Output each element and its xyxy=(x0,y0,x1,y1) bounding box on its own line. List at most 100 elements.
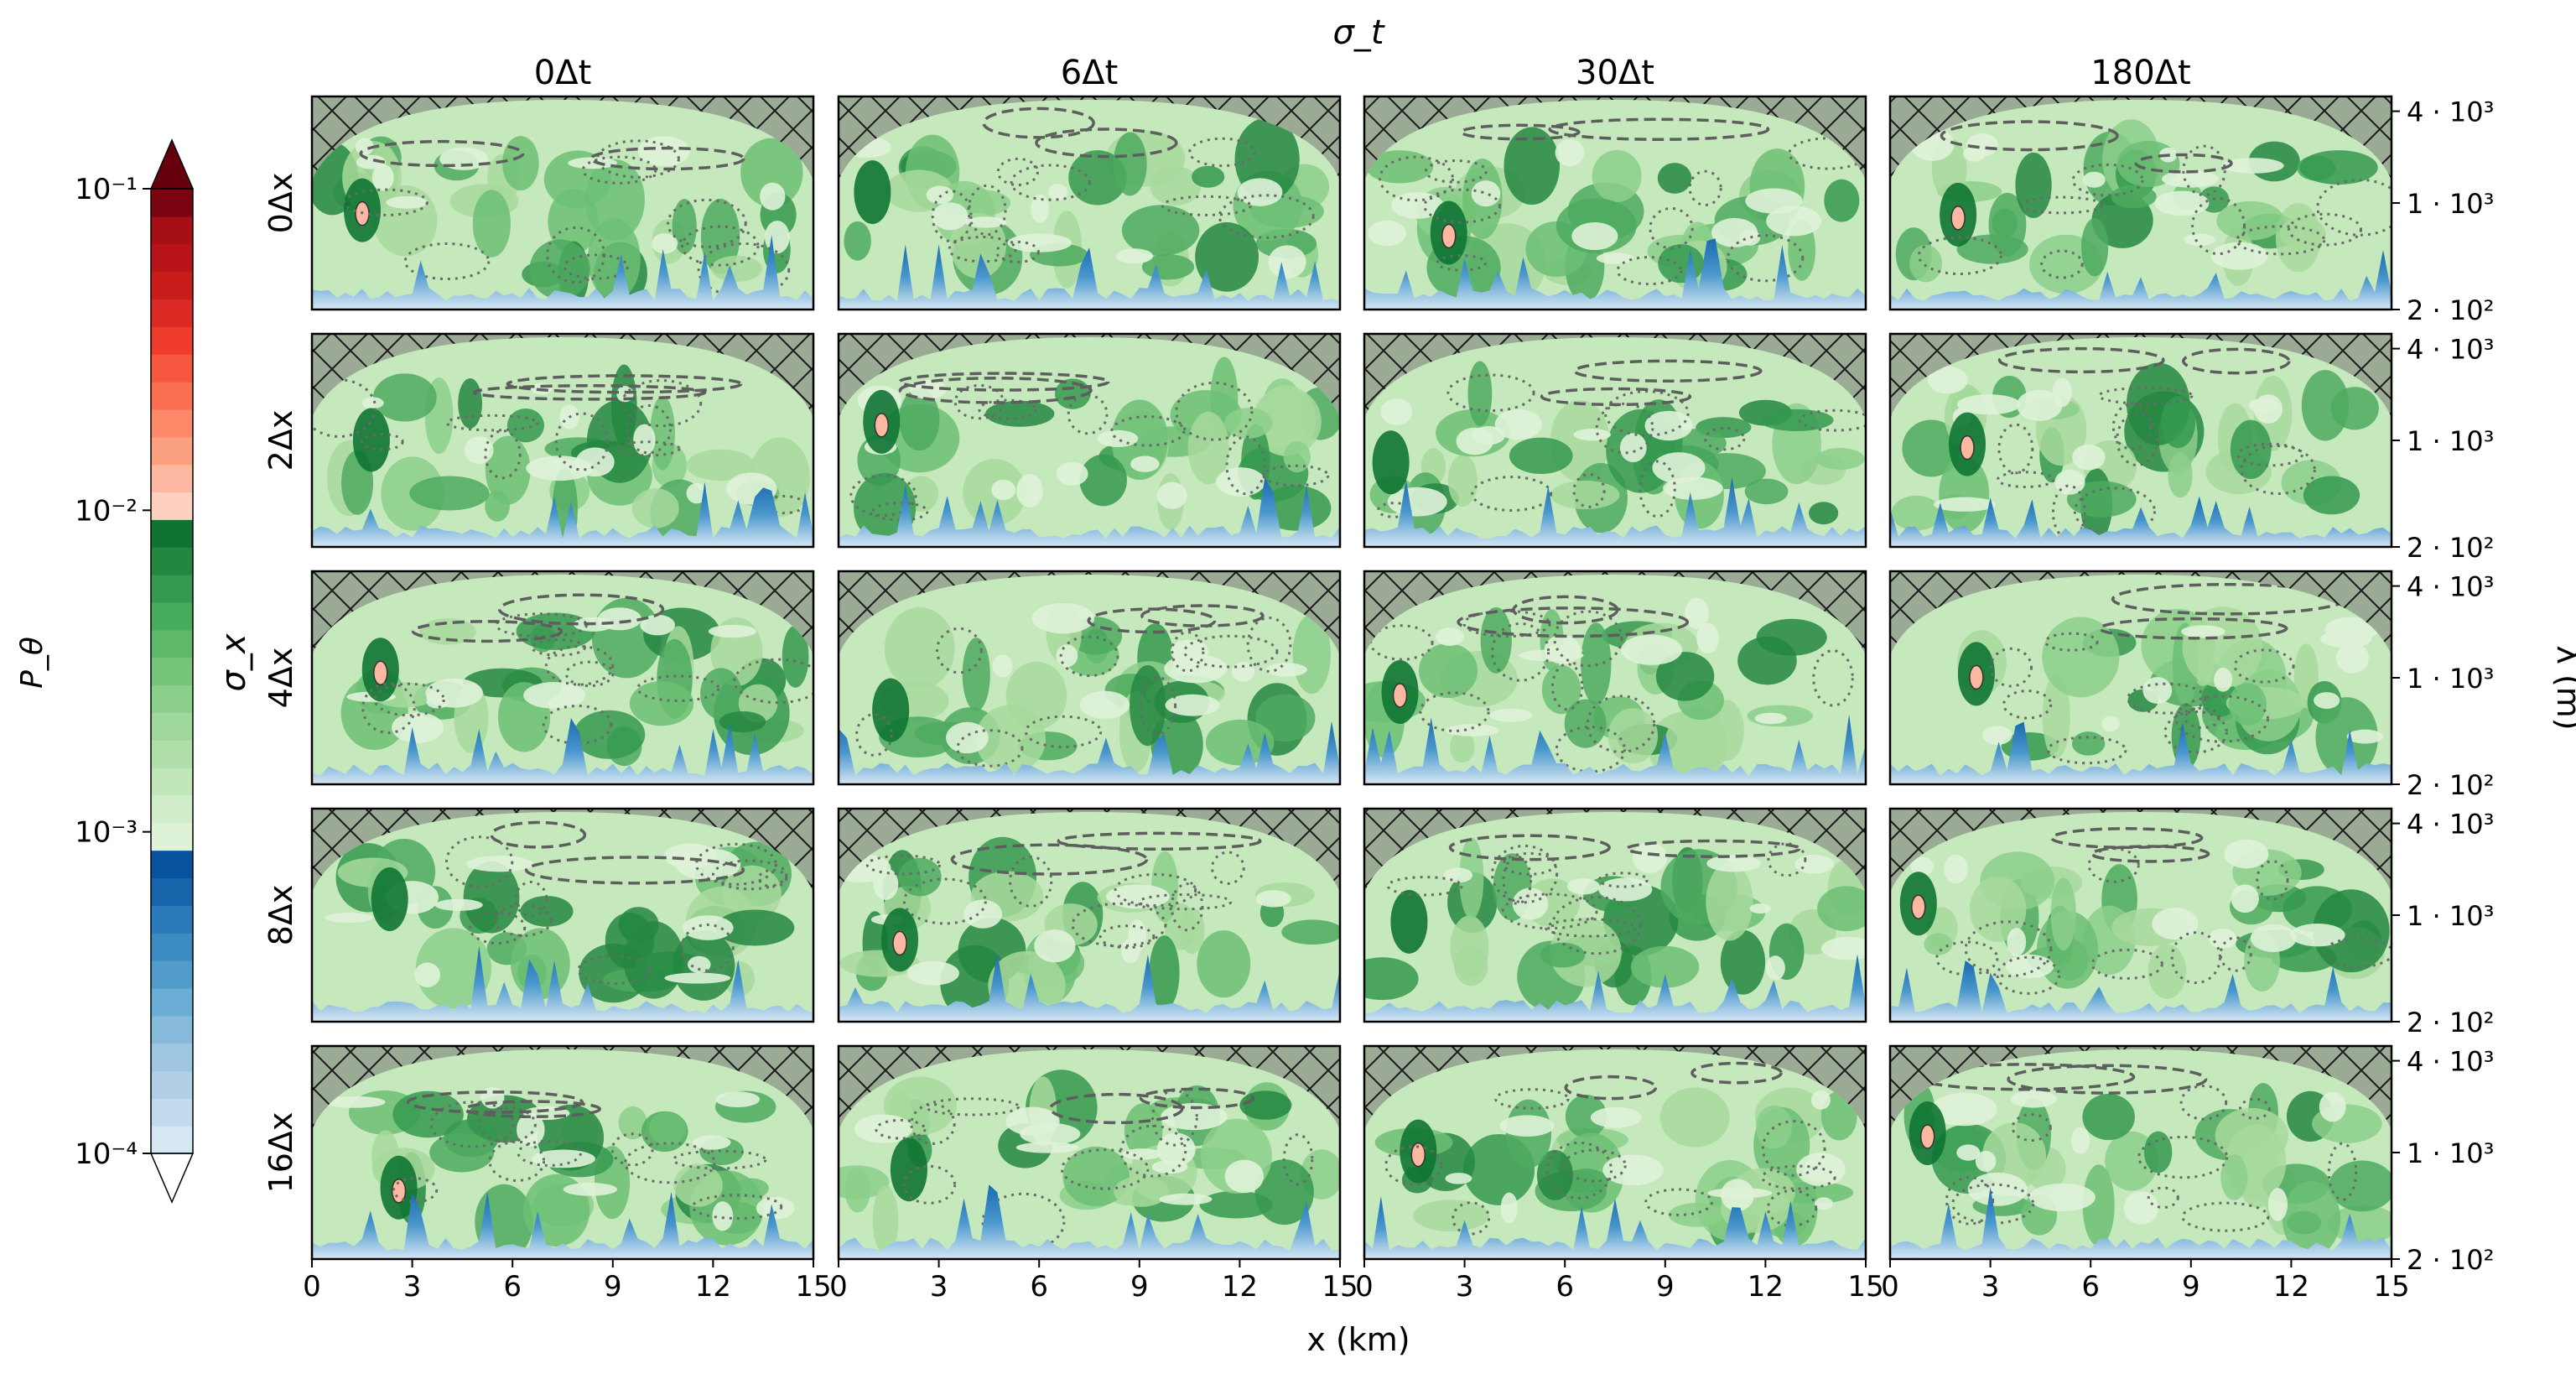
x-tick-label: 6 xyxy=(2081,1270,2100,1304)
low-power-band xyxy=(1364,476,1866,547)
y-tick-label: 4 · 10³ xyxy=(2407,96,2494,128)
colorbar-tick-label: 10⁻³ xyxy=(75,816,138,850)
panel-frame xyxy=(1363,1044,1867,1261)
dotted-contour xyxy=(956,729,1024,768)
dashed-contour xyxy=(359,139,525,168)
low-power-band xyxy=(839,721,1340,784)
colorbar-tick-label: 10⁻⁴ xyxy=(75,1137,138,1171)
panel-frame xyxy=(310,570,815,786)
dotted-contour xyxy=(1553,610,1623,668)
dotted-contour xyxy=(1161,195,1252,216)
dashed-contour xyxy=(898,376,1093,404)
dotted-contour xyxy=(1989,647,2033,688)
dotted-contour xyxy=(1151,1089,1198,1147)
dashed-contour xyxy=(2090,845,2210,863)
dotted-contour xyxy=(967,184,1007,237)
colorbar-level xyxy=(151,657,193,686)
dashed-contour xyxy=(1690,1061,1783,1085)
dotted-contour xyxy=(392,1177,439,1204)
x-tick-label: 6 xyxy=(503,1270,522,1304)
low-power-band xyxy=(839,477,1340,547)
dotted-contour xyxy=(695,842,777,886)
dotted-contour xyxy=(1471,476,1553,513)
dotted-contour xyxy=(1945,1176,1995,1226)
dotted-contour xyxy=(1424,159,1488,184)
dotted-contour xyxy=(1798,409,1866,432)
dashed-contour xyxy=(950,843,1149,876)
row-label-3: 8Δx xyxy=(262,885,299,946)
dotted-contour xyxy=(1572,472,1606,508)
dashed-contour xyxy=(1459,123,1581,141)
panel-frame xyxy=(1363,570,1867,786)
dotted-contour xyxy=(2236,225,2326,256)
panel-r4-c1 xyxy=(837,1044,1342,1261)
colorbar-level xyxy=(151,271,193,300)
colorbar-level xyxy=(151,877,193,906)
panel-frame xyxy=(837,332,1342,549)
dotted-contour xyxy=(2236,442,2303,467)
panel-r3-c1 xyxy=(837,807,1342,1023)
panel-frame xyxy=(310,1044,815,1261)
dashed-contour xyxy=(1057,831,1262,851)
dotted-contour xyxy=(1727,234,1805,283)
colorbar-tick-label: 10⁻² xyxy=(75,494,138,528)
low-power-band xyxy=(839,953,1340,1022)
dotted-contour xyxy=(910,1103,956,1145)
dotted-contour xyxy=(2163,710,2228,754)
dotted-contour xyxy=(1544,918,1637,938)
dotted-contour xyxy=(1604,390,1690,437)
y-axis-label: λ (m) xyxy=(2550,645,2576,730)
dotted-contour xyxy=(1761,1164,1836,1190)
colorbar-level xyxy=(151,1070,193,1099)
colorbar-level xyxy=(151,243,193,273)
dotted-contour xyxy=(2127,682,2207,715)
dotted-contour xyxy=(2233,648,2295,684)
low-power-band xyxy=(312,481,813,547)
dotted-contour xyxy=(2239,1097,2271,1120)
dashed-contour xyxy=(497,593,665,626)
dashed-contour xyxy=(1573,359,1763,383)
dotted-contour xyxy=(1138,893,1233,911)
x-tick-label: 9 xyxy=(604,1270,622,1304)
dotted-contour xyxy=(1997,423,2034,475)
dotted-contour xyxy=(2111,403,2153,450)
colorbar-level xyxy=(151,436,193,466)
dashed-contour xyxy=(1048,1092,1184,1125)
dotted-contour xyxy=(577,955,652,985)
dashed-contour xyxy=(2134,153,2233,174)
panel-r3-c3 xyxy=(1888,807,2393,1023)
dashed-contour xyxy=(2050,827,2204,850)
panel-frame xyxy=(837,95,1342,311)
panel-r2-c2 xyxy=(1363,570,1867,786)
dotted-contour xyxy=(875,1118,927,1140)
colorbar-frame xyxy=(150,188,194,1154)
x-tick-label: 0 xyxy=(829,1270,848,1304)
dashed-contour xyxy=(2007,1064,2208,1095)
dotted-contour xyxy=(978,398,1037,420)
panel-r0-c2 xyxy=(1363,95,1867,311)
low-power-band xyxy=(1890,721,2392,784)
dotted-contour xyxy=(2174,695,2270,743)
x-axis-label: x (km) xyxy=(1306,1321,1410,1358)
x-tick-label: 9 xyxy=(1130,1270,1149,1304)
dotted-contour xyxy=(1211,851,1245,885)
dotted-contour xyxy=(902,1164,957,1205)
dashed-contour xyxy=(1625,839,1801,858)
dotted-contour xyxy=(697,242,791,299)
dotted-contour xyxy=(1545,1141,1613,1200)
dotted-contour xyxy=(924,1097,1021,1116)
dotted-contour xyxy=(610,1132,654,1167)
dashed-contour xyxy=(506,374,743,394)
dotted-contour xyxy=(1386,876,1463,897)
dotted-contour xyxy=(1282,1133,1314,1186)
panel-r1-c2 xyxy=(1363,332,1867,549)
low-power-band xyxy=(839,1184,1340,1259)
low-power-band xyxy=(312,718,813,784)
dotted-contour xyxy=(2182,144,2226,196)
dotted-contour xyxy=(1491,844,1559,904)
dotted-contour xyxy=(1812,649,1854,707)
colorbar-level xyxy=(151,492,193,520)
colorbar-level xyxy=(151,684,193,713)
panel-r3-c2 xyxy=(1363,807,1867,1023)
dotted-contour xyxy=(1262,464,1330,487)
